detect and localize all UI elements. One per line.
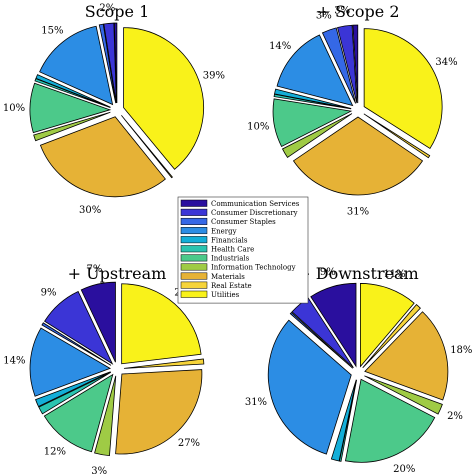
slice-information-technology [281, 113, 353, 158]
legend-swatch [180, 217, 208, 225]
slice-label: 9% [320, 267, 336, 278]
legend-swatch [180, 227, 208, 235]
pie-title: Scope 1 [85, 2, 150, 21]
slice-label: 3% [91, 466, 107, 474]
legend-swatch [180, 199, 208, 207]
slice-industrials [345, 378, 436, 463]
slice-consumer-staples [41, 322, 112, 366]
slice-label: 3% [316, 10, 332, 21]
legend-label: Industrials [211, 255, 250, 263]
slice-label: 18% [450, 345, 472, 356]
slice-utilities [123, 27, 204, 170]
pie-1: Scope 12% 15% 10% 30% 39% [3, 2, 225, 216]
slice-label: 9% [41, 287, 57, 298]
legend-label: Consumer Discretionary [211, 209, 298, 217]
slice-consumer-discretionary [103, 22, 117, 104]
slice-industrials [272, 98, 353, 148]
pie-2: + Scope 23%3% 14% 10% 31% 34% [247, 2, 458, 218]
slice-label: 14% [269, 41, 291, 52]
slice-materials [115, 369, 203, 455]
slice-energy [276, 34, 354, 107]
legend-swatch [180, 254, 208, 262]
legend-label: Communication Services [211, 200, 300, 208]
slice-label: 14% [3, 356, 25, 367]
slice-label: 10% [3, 103, 25, 114]
slice-label: 11% [383, 269, 405, 280]
slice-consumer-staples [321, 27, 357, 104]
slice-real-estate [121, 115, 173, 179]
slice-consumer-staples [98, 23, 117, 104]
slice-communication-services [113, 22, 118, 104]
slice-real-estate [123, 358, 205, 369]
legend-label: Utilities [211, 291, 240, 299]
slice-label: 12% [44, 447, 66, 458]
slice-label: 30% [79, 205, 101, 216]
slice-label: 3% [334, 6, 350, 17]
slice-real-estate [362, 304, 421, 369]
slice-energy [39, 25, 114, 106]
slice-materials [39, 116, 166, 198]
slice-health-care [34, 78, 111, 108]
legend-swatch [180, 272, 208, 280]
slice-industrials [29, 82, 112, 134]
slice-materials [292, 116, 424, 196]
slice-utilities [360, 283, 415, 368]
slice-energy [29, 327, 111, 397]
legend-label: Health Care [211, 246, 254, 254]
slice-materials [364, 311, 449, 401]
pie-title: + Scope 2 [316, 2, 399, 21]
slice-health-care [273, 93, 352, 110]
slice-communication-services [80, 281, 116, 363]
slice-label: 39% [203, 71, 225, 82]
slice-utilities [121, 283, 202, 365]
slice-label: 34% [435, 57, 457, 68]
slice-health-care [38, 371, 112, 415]
slice-consumer-staples [289, 311, 354, 369]
slice-communication-services [352, 24, 359, 104]
legend-label: Consumer Staples [211, 218, 276, 226]
slice-utilities [363, 28, 443, 149]
pie-charts: Scope 12%15%10%30%39%+ Scope 23%3%14%10%… [3, 2, 473, 474]
slice-label: 31% [347, 207, 369, 218]
legend-label: Financials [211, 236, 248, 244]
legend-swatch [180, 236, 208, 244]
legend-label: Materials [211, 273, 245, 281]
legend-swatch [180, 263, 208, 271]
slice-communication-services [310, 282, 357, 368]
slice-industrials [43, 373, 114, 453]
slice-label: 10% [247, 121, 269, 132]
slice-label: 20% [393, 464, 415, 474]
legend-swatch [180, 208, 208, 216]
legend-swatch [180, 281, 208, 289]
legend-label: Energy [211, 227, 237, 235]
pie-title: + Upstream [68, 264, 167, 283]
slice-energy [267, 319, 352, 455]
slice-label: 2% [447, 411, 463, 422]
slice-information-technology [33, 111, 111, 142]
slice-label: 31% [245, 397, 267, 408]
legend-swatch [180, 245, 208, 253]
slice-consumer-discretionary [337, 24, 358, 104]
slice-financials [330, 379, 357, 462]
slice-label: 2% [99, 3, 115, 14]
slice-information-technology [94, 375, 117, 457]
legend-swatch [180, 290, 208, 298]
slice-health-care [338, 379, 358, 462]
slice-label: 27% [178, 438, 200, 449]
legend-label: Real Estate [211, 282, 252, 290]
pie-title: + Downstream [297, 264, 418, 283]
slice-financials [35, 371, 111, 408]
slice-consumer-discretionary [44, 290, 114, 365]
slice-label: 7% [86, 264, 102, 275]
legend-label: Information Technology [211, 264, 296, 272]
slice-information-technology [364, 375, 443, 415]
slice-real-estate [363, 113, 431, 159]
slice-label: 15% [41, 25, 63, 36]
